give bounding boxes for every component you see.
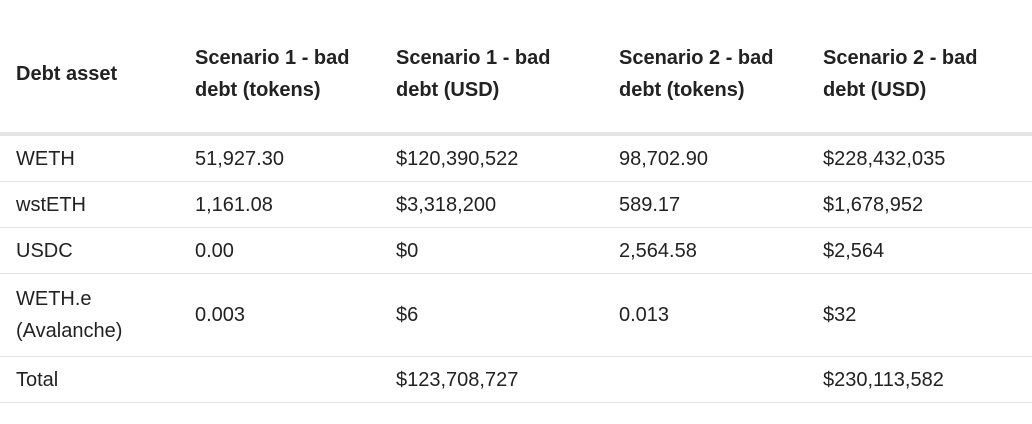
header-s1-tokens: Scenario 1 - bad debt (tokens) [179, 16, 380, 136]
table-cell: $32 [807, 273, 1032, 357]
table-row: wstETH 1,161.08 $3,318,200 589.17 $1,678,952 [0, 181, 1032, 228]
table-cell: 1,161.08 [179, 181, 380, 228]
table-cell: $123,708,727 [380, 356, 603, 403]
table-cell: wstETH [0, 181, 179, 228]
table-cell: $120,390,522 [380, 134, 603, 182]
table-cell [179, 356, 380, 403]
table-cell: $0 [380, 227, 603, 274]
header-row: Debt asset Scenario 1 - bad debt (tokens… [0, 16, 1032, 136]
table-cell: USDC [0, 227, 179, 274]
table-cell: 0.003 [179, 273, 380, 357]
table-cell: 0.013 [603, 273, 807, 357]
table-cell: 98,702.90 [603, 134, 807, 182]
header-s2-tokens: Scenario 2 - bad debt (tokens) [603, 16, 807, 136]
header-s2-usd: Scenario 2 - bad debt (USD) [807, 16, 1032, 136]
table-row: Total $123,708,727 $230,113,582 [0, 356, 1032, 403]
table-cell: 2,564.58 [603, 227, 807, 274]
table-cell [603, 356, 807, 403]
table-cell: WETH.e (Avalanche) [0, 273, 179, 357]
table-row: WETH 51,927.30 $120,390,522 98,702.90 $228,4… [0, 134, 1032, 182]
table-cell: $230,113,582 [807, 356, 1032, 403]
table-cell: WETH [0, 134, 179, 182]
table-row: USDC 0.00 $0 2,564.58 $2,564 [0, 227, 1032, 274]
table-cell: 0.00 [179, 227, 380, 274]
table-cell: $1,678,952 [807, 181, 1032, 228]
bad-debt-table: Debt asset Scenario 1 - bad debt (tokens… [0, 16, 1032, 403]
table-cell: $3,318,200 [380, 181, 603, 228]
table-cell: 589.17 [603, 181, 807, 228]
table-cell: $6 [380, 273, 603, 357]
table-cell: 51,927.30 [179, 134, 380, 182]
header-s1-usd: Scenario 1 - bad debt (USD) [380, 16, 603, 136]
table-cell: $228,432,035 [807, 134, 1032, 182]
table-cell: $2,564 [807, 227, 1032, 274]
header-debt-asset: Debt asset [0, 16, 179, 136]
table-row: WETH.e (Avalanche) 0.003 $6 0.013 $32 [0, 273, 1032, 357]
table-cell: Total [0, 356, 179, 403]
